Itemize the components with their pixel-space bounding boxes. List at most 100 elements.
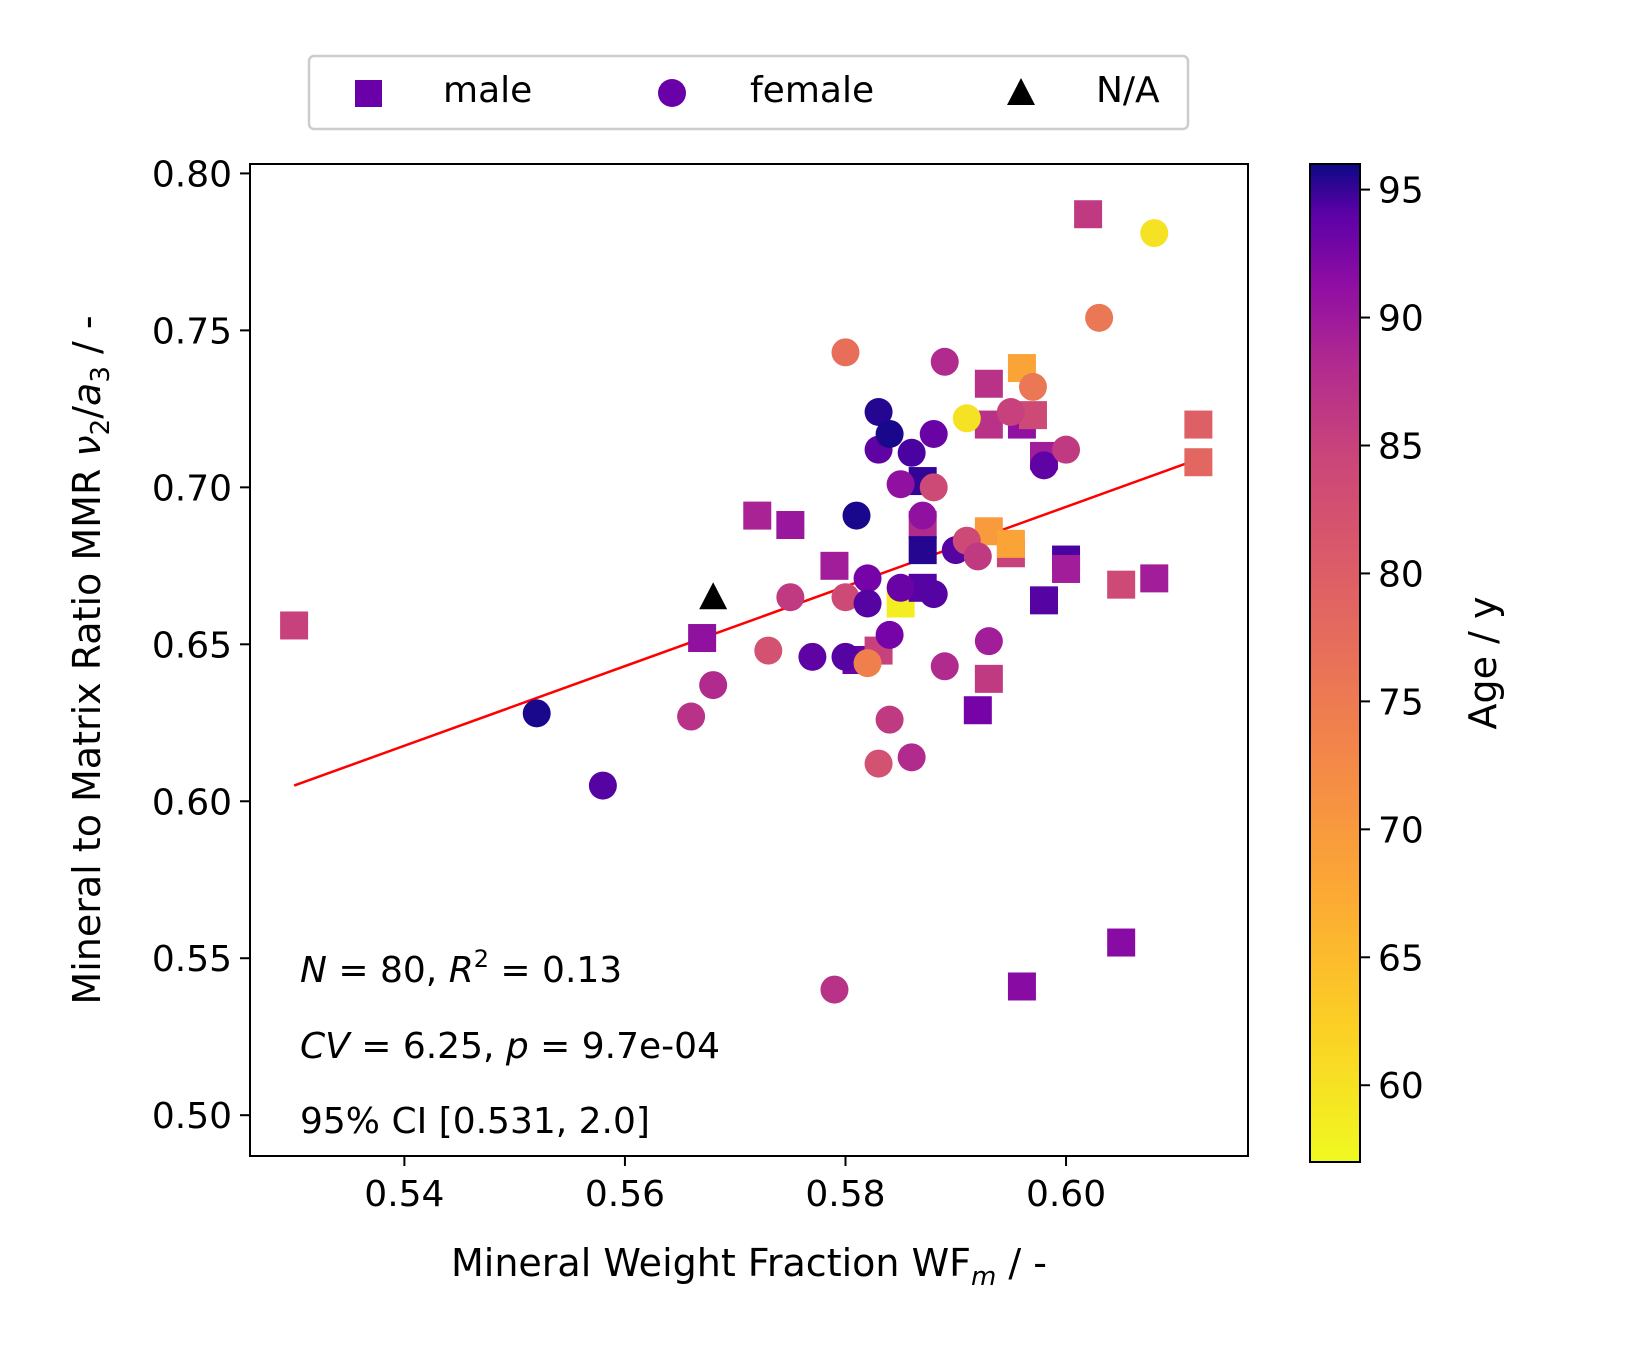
x-tick-label: 0.58 bbox=[805, 1174, 885, 1215]
data-point-male bbox=[1074, 200, 1103, 229]
data-point-male bbox=[280, 611, 309, 640]
data-point-female bbox=[853, 649, 882, 678]
data-point-female bbox=[875, 419, 904, 448]
data-point-female bbox=[798, 642, 827, 671]
data-point-male bbox=[1107, 570, 1136, 599]
data-point-female bbox=[886, 573, 915, 602]
x-tick-label: 0.60 bbox=[1026, 1174, 1106, 1215]
data-point-male bbox=[974, 664, 1003, 693]
legend-marker-female bbox=[658, 79, 686, 107]
data-point-male bbox=[743, 501, 772, 530]
colorbar-tick-label: 80 bbox=[1378, 554, 1424, 595]
data-point-female bbox=[908, 501, 937, 530]
data-point-male bbox=[974, 369, 1003, 398]
data-point-female bbox=[963, 542, 992, 571]
data-point-male bbox=[1007, 972, 1036, 1001]
data-point-female bbox=[886, 470, 915, 499]
x-axis-ticks: 0.54 0.56 0.58 0.60 bbox=[364, 1156, 1106, 1215]
x-axis-label: Mineral Weight Fraction WFm / - bbox=[451, 1241, 1047, 1292]
stats-annotation: N = 80, R2 = 0.13 CV = 6.25, p = 9.7e-04… bbox=[300, 945, 720, 1142]
colorbar-tick-label: 65 bbox=[1378, 938, 1424, 979]
data-point-female bbox=[897, 438, 926, 467]
colorbar-tick-label: 95 bbox=[1378, 171, 1424, 212]
data-point-female bbox=[919, 580, 948, 609]
data-point-female bbox=[853, 589, 882, 618]
regression-line bbox=[293, 457, 1199, 787]
data-point-male bbox=[688, 624, 717, 653]
data-point-female bbox=[1052, 435, 1081, 464]
data-point-female bbox=[754, 636, 783, 665]
y-tick-label: 0.70 bbox=[152, 468, 232, 509]
colorbar-tick-label: 90 bbox=[1378, 299, 1424, 340]
data-point-female bbox=[875, 620, 904, 649]
data-point-female bbox=[1085, 303, 1114, 332]
y-axis-label: Mineral to Matrix Ratio MMR ν2/a3 / - bbox=[65, 315, 116, 1004]
plot-area bbox=[250, 164, 1248, 1156]
colorbar-gradient bbox=[1309, 163, 1361, 1163]
colorbar-tick-label: 70 bbox=[1378, 810, 1424, 851]
y-tick-label: 0.60 bbox=[152, 782, 232, 823]
legend-label-na: N/A bbox=[1096, 70, 1160, 111]
colorbar-label: Age / y bbox=[1461, 597, 1505, 730]
data-point-male bbox=[1052, 554, 1081, 583]
data-point-male bbox=[1184, 410, 1213, 439]
legend-frame bbox=[307, 54, 1190, 131]
data-point-male bbox=[1140, 564, 1169, 593]
data-point-male bbox=[1029, 586, 1058, 615]
annotation-line-1: N = 80, R2 = 0.13 bbox=[300, 945, 622, 991]
y-tick-label: 0.75 bbox=[152, 311, 232, 352]
y-tick-label: 0.50 bbox=[152, 1096, 232, 1137]
annotation-line-2: CV = 6.25, p = 9.7e-04 bbox=[300, 1026, 720, 1067]
data-point-female bbox=[996, 398, 1025, 426]
data-point-female bbox=[919, 419, 948, 448]
x-tick-label: 0.54 bbox=[364, 1174, 444, 1215]
data-point-male bbox=[908, 536, 937, 565]
data-point-female bbox=[1029, 451, 1058, 480]
data-point-female bbox=[930, 347, 959, 376]
data-point-female bbox=[1018, 372, 1047, 401]
y-axis-ticks: 0.50 0.55 0.60 0.65 0.70 0.75 0.80 bbox=[152, 154, 250, 1137]
legend-marker-male bbox=[355, 80, 382, 107]
data-point-male bbox=[776, 511, 805, 540]
data-point-na bbox=[699, 582, 728, 610]
data-point-male bbox=[996, 529, 1025, 558]
data-point-female bbox=[864, 749, 893, 778]
data-point-male bbox=[820, 551, 849, 580]
data-point-female bbox=[831, 642, 860, 671]
data-point-female bbox=[588, 771, 617, 800]
legend-marker-na bbox=[1007, 78, 1035, 105]
data-point-female bbox=[677, 702, 706, 731]
legend-label-male: male bbox=[443, 70, 532, 111]
annotation-line-3: 95% CI [0.531, 2.0] bbox=[300, 1101, 650, 1142]
y-tick-label: 0.65 bbox=[152, 625, 232, 666]
data-point-female bbox=[897, 743, 926, 772]
data-point-female bbox=[831, 338, 860, 367]
data-point-female bbox=[930, 652, 959, 681]
data-point-female bbox=[1140, 219, 1169, 248]
colorbar-tick-label: 75 bbox=[1378, 682, 1424, 723]
colorbar-ticks: 60 65 70 75 80 85 90 95 bbox=[1360, 171, 1424, 1107]
data-point-female bbox=[842, 501, 871, 530]
plot-frame bbox=[249, 163, 1249, 1157]
legend-label-female: female bbox=[750, 70, 874, 111]
x-tick-label: 0.56 bbox=[585, 1174, 665, 1215]
data-point-female bbox=[820, 975, 849, 1004]
data-point-female bbox=[952, 404, 981, 433]
data-point-female bbox=[853, 564, 882, 593]
y-tick-label: 0.80 bbox=[152, 154, 232, 195]
data-point-female bbox=[875, 705, 904, 734]
y-tick-label: 0.55 bbox=[152, 939, 232, 980]
data-point-female bbox=[831, 583, 860, 612]
colorbar-tick-label: 60 bbox=[1378, 1066, 1424, 1107]
data-point-female bbox=[919, 473, 948, 502]
data-point-male bbox=[963, 696, 992, 725]
data-points bbox=[280, 200, 1213, 1004]
colorbar-tick-label: 85 bbox=[1378, 426, 1424, 467]
data-point-female bbox=[776, 583, 805, 612]
data-point-female bbox=[974, 627, 1003, 656]
data-point-male bbox=[1107, 928, 1136, 957]
data-point-female bbox=[864, 398, 893, 426]
data-point-female bbox=[522, 699, 551, 728]
legend: male female N/A bbox=[307, 54, 1190, 131]
